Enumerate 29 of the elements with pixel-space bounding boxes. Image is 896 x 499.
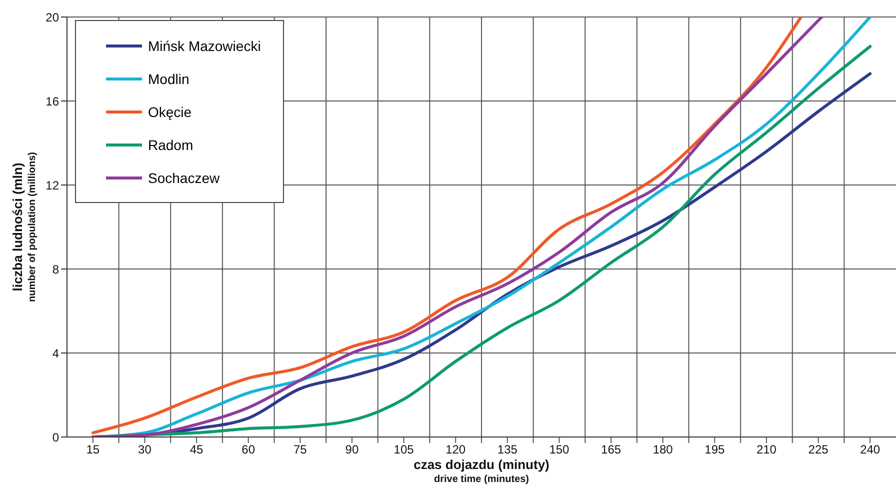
x-tick-label: 240	[860, 442, 880, 457]
y-tick-label: 8	[52, 262, 60, 276]
x-tick-label: 210	[756, 442, 777, 457]
legend-label: Modlin	[148, 70, 190, 86]
legend-label: Radom	[148, 136, 194, 152]
x-tick-label: 105	[394, 442, 414, 457]
x-tick-label: 225	[808, 442, 829, 457]
x-tick-label: 30	[138, 442, 152, 457]
legend-label: Mińsk Mazowiecki	[148, 38, 261, 54]
x-tick-label: 90	[345, 442, 359, 457]
y-tick-label: 4	[52, 346, 60, 360]
y-tick-label: 20	[46, 10, 60, 24]
x-axis-title: czas dojazdu (minuty) drive time (minutes)	[414, 457, 550, 485]
x-tick-label: 60	[242, 442, 256, 457]
y-axis-title: liczba ludności (mln) number of population (millions)	[10, 152, 38, 302]
y-tick-label: 0	[52, 430, 60, 444]
x-tick-label: 15	[86, 442, 100, 457]
x-tick-label: 180	[652, 442, 674, 457]
x-tick-label: 75	[293, 442, 308, 457]
x-tick-label: 45	[190, 442, 204, 457]
legend-label: Okęcie	[148, 104, 192, 120]
x-tick-label: 135	[497, 442, 518, 457]
x-tick-label: 195	[704, 442, 725, 457]
x-tick-label: 165	[601, 442, 622, 457]
x-tick-label: 150	[549, 442, 570, 457]
x-tick-label: 120	[446, 442, 466, 457]
y-tick-label: 12	[46, 178, 60, 192]
legend-label: Sochaczew	[148, 170, 220, 186]
y-tick-label: 16	[46, 94, 60, 108]
